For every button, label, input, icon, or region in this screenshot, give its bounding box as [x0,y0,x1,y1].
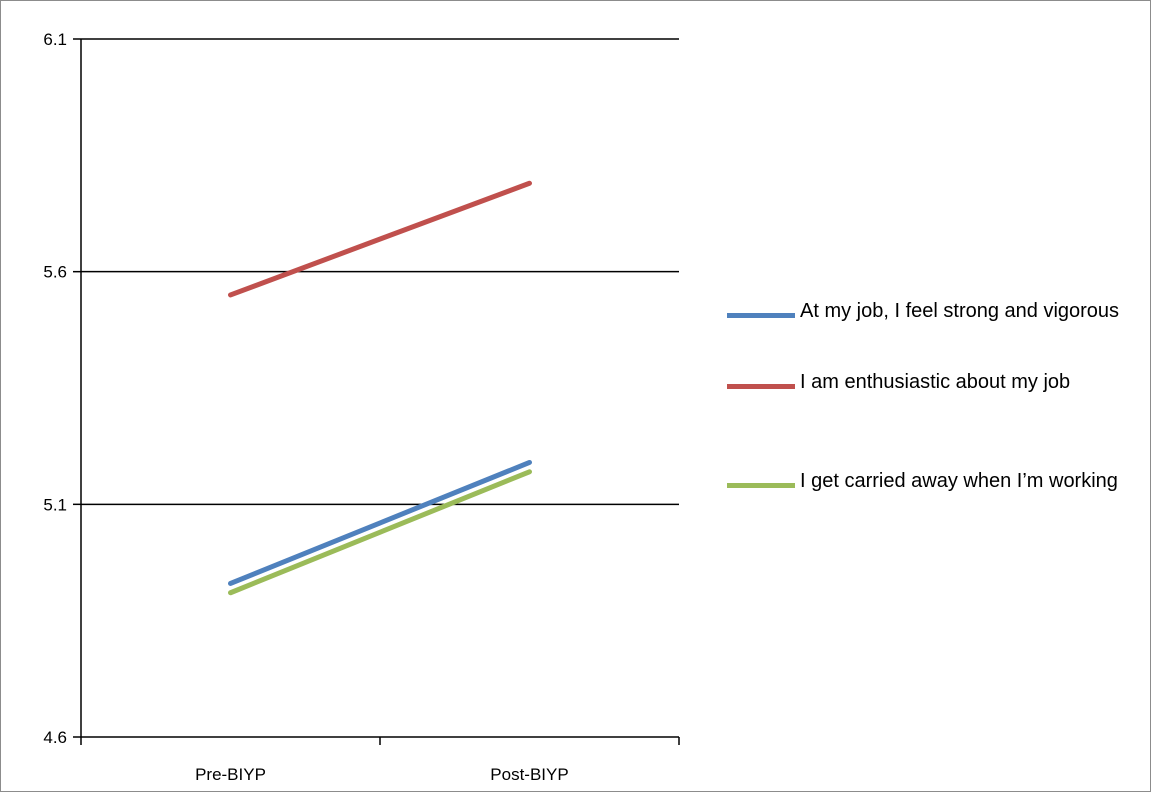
y-tick-label: 4.6 [43,728,67,747]
y-tick-label: 5.1 [43,495,67,514]
x-tick-label: Pre-BIYP [195,765,266,784]
y-tick-label: 5.6 [43,263,67,282]
series-line [228,469,532,596]
x-tick-label: Post-BIYP [490,765,568,784]
legend-label: I am enthusiastic about my job [800,371,1071,393]
legend-swatch [727,483,795,488]
legend-swatch [727,313,795,318]
legend-swatch [727,384,795,389]
legend-label: I get carried away when I’m working [800,470,1118,492]
legend-label: At my job, I feel strong and vigorous [800,300,1120,322]
series-line [228,459,532,586]
series-line [228,180,532,298]
y-tick-label: 6.1 [43,30,67,49]
